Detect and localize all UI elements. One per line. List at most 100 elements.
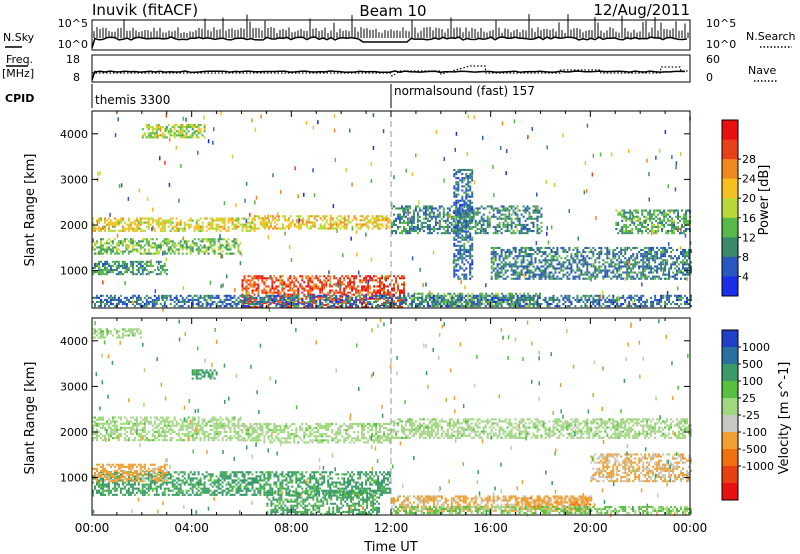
power-cell — [663, 215, 666, 218]
power-cell — [538, 269, 541, 272]
power-cell — [133, 244, 136, 247]
power-cell — [383, 219, 386, 222]
power-cell — [504, 277, 507, 280]
power-cell — [337, 219, 340, 222]
power-cell — [530, 296, 533, 299]
power-cell — [656, 251, 659, 254]
power-cell — [480, 228, 483, 231]
power-cell — [107, 217, 110, 220]
power-cell — [181, 300, 184, 303]
power-cell — [155, 303, 158, 306]
power-cell — [297, 289, 300, 292]
power-cell — [119, 219, 122, 222]
power-cell — [397, 207, 399, 210]
power-cell — [113, 246, 116, 249]
power-cell — [510, 253, 513, 256]
power-cell — [546, 265, 549, 268]
power-cell — [283, 293, 286, 296]
power-cell — [510, 300, 513, 303]
power-cell — [548, 303, 551, 306]
power-cell — [119, 217, 122, 220]
power-cell — [197, 229, 200, 232]
power-cell — [227, 238, 230, 241]
power-cell — [127, 240, 130, 243]
power-cell — [490, 253, 493, 256]
power-cell — [598, 294, 601, 297]
power-cell — [131, 227, 134, 230]
power-cell — [445, 303, 448, 306]
power-cell — [586, 300, 589, 303]
power-cell — [191, 246, 194, 249]
power-cell — [385, 294, 387, 297]
power-cell — [151, 303, 154, 306]
power-cell — [251, 221, 254, 224]
power-cell — [500, 303, 503, 306]
power-cell — [155, 128, 158, 131]
power-cell — [185, 124, 188, 127]
power-cell — [197, 296, 200, 299]
power-cell — [94, 244, 96, 247]
power-cell — [117, 223, 120, 226]
power-cell — [629, 213, 632, 216]
power-cell — [662, 261, 665, 264]
power-cell — [329, 285, 332, 288]
power-cell — [343, 219, 346, 222]
power-cell — [177, 130, 180, 133]
power-cell — [686, 261, 688, 264]
power-cell — [646, 298, 649, 301]
power-cell — [375, 275, 378, 278]
power-cell — [412, 217, 415, 220]
power-cell — [401, 275, 403, 278]
power-cell — [191, 305, 194, 308]
power-cell — [460, 296, 463, 299]
power-cell — [183, 221, 186, 224]
power-cell — [512, 277, 515, 280]
power-cell — [271, 294, 274, 297]
power-cell — [325, 296, 328, 299]
power-cell — [217, 217, 220, 220]
power-cell — [391, 223, 393, 226]
freq-line — [91, 70, 686, 81]
power-cell — [141, 221, 144, 224]
power-cell — [325, 300, 328, 303]
power-cell — [199, 130, 202, 133]
power-cell — [343, 301, 346, 304]
power-cell — [665, 230, 668, 233]
power-cell — [311, 281, 314, 284]
power-cell — [401, 217, 403, 220]
power-cell — [169, 130, 172, 133]
power-cell — [295, 305, 298, 308]
power-cell — [175, 221, 178, 224]
power-cell — [520, 298, 523, 301]
power-cell — [532, 277, 535, 280]
power-cell — [420, 298, 423, 301]
power-cell — [668, 296, 671, 299]
power-cell — [251, 279, 254, 282]
power-cell — [169, 246, 172, 249]
power-cell — [191, 134, 194, 137]
power-cell — [498, 273, 501, 276]
power-cell — [566, 255, 569, 258]
power-cell — [231, 300, 234, 303]
power-cell — [440, 294, 443, 297]
power-cell — [510, 298, 513, 301]
power-cell — [323, 227, 326, 230]
power-cell — [524, 223, 527, 226]
power-cell — [261, 219, 264, 222]
power-cell — [219, 305, 222, 308]
nsearch-label: N.Search — [746, 30, 796, 43]
power-cell — [612, 269, 615, 272]
power-cell — [119, 300, 122, 303]
power-cell — [165, 242, 168, 245]
power-cell — [211, 303, 214, 306]
power-cell — [141, 238, 144, 241]
power-cell — [357, 285, 360, 288]
power-cell — [654, 265, 657, 268]
power-cell — [205, 240, 208, 243]
power-cell — [450, 298, 453, 301]
power-cell — [355, 287, 358, 290]
power-cell — [556, 253, 559, 256]
power-cell — [219, 238, 222, 241]
power-cell — [403, 298, 405, 301]
power-cell — [233, 300, 236, 303]
